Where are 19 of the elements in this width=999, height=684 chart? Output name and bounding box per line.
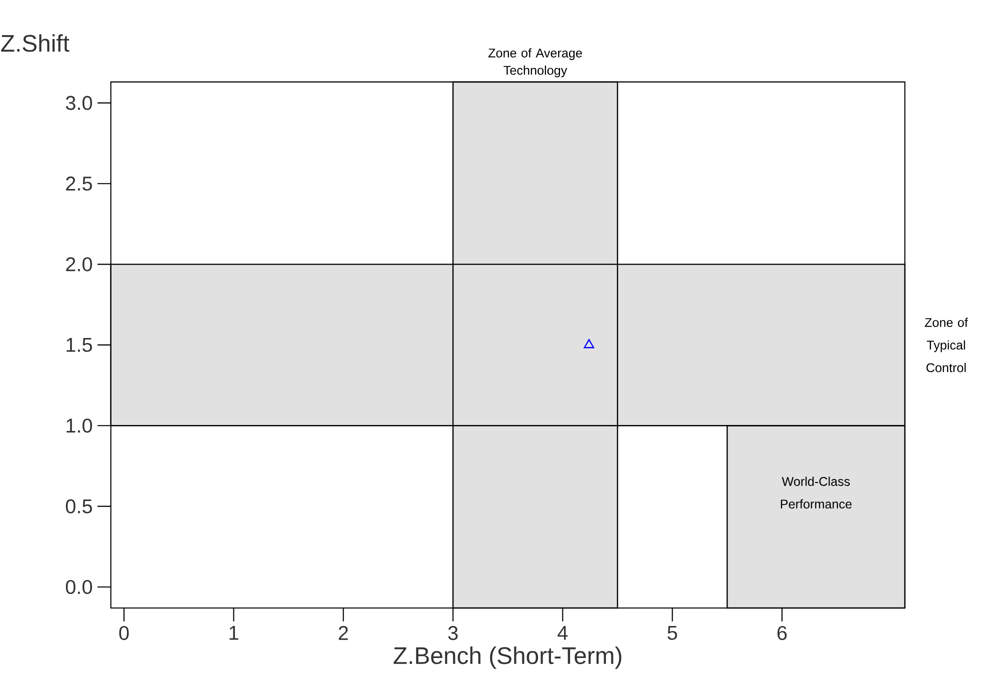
y-axis-title: Z.Shift	[1, 34, 70, 52]
x-tick-label: 5	[668, 626, 678, 640]
y-tick-label: 2.0	[66, 257, 92, 272]
x-tick-label: 3	[448, 626, 458, 640]
band-label: Zone of Typical Control	[924, 318, 968, 372]
x-tick-label: 2	[338, 626, 348, 640]
x-tick-label: 0	[119, 626, 129, 640]
x-tick-label: 4	[558, 626, 568, 640]
y-tick-label: 1.5	[66, 338, 92, 352]
y-tick-label: 0.0	[66, 580, 92, 594]
x-tick-label: 1	[230, 626, 238, 640]
band-label: World-Class Performance	[780, 476, 852, 509]
x-axis-title: Z.Bench (Short-Term)	[394, 646, 622, 669]
band-label: Zone of Average Technology	[488, 48, 582, 78]
y-tick-label: 1.0	[66, 418, 92, 433]
y-tick-label: 3.0	[66, 96, 92, 110]
y-tick-label: 0.5	[66, 499, 92, 514]
y-tick-label: 2.5	[66, 176, 92, 191]
x-tick-label: 6	[777, 626, 787, 640]
